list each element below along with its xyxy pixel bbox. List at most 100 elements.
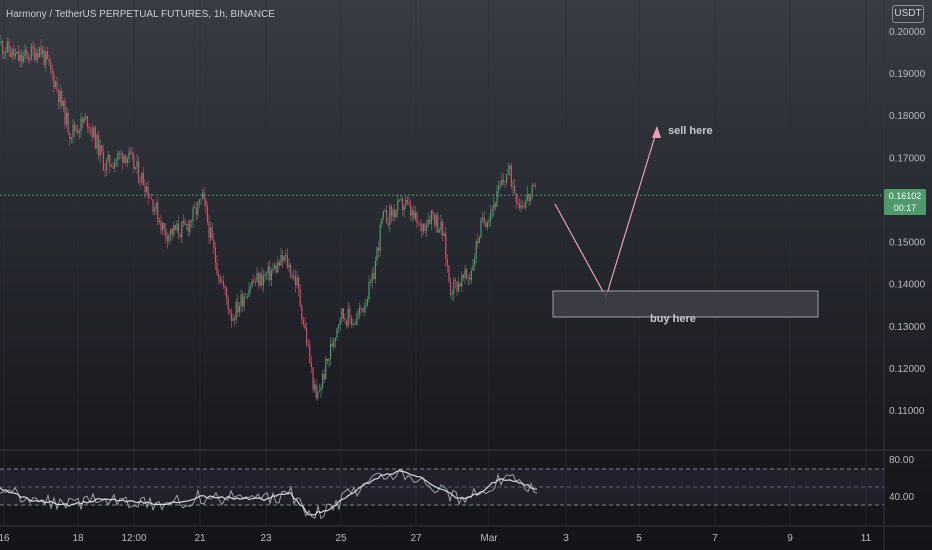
price-axis-label: 0.18000 <box>889 111 926 122</box>
candle-down <box>91 128 93 137</box>
candle-down <box>446 259 448 266</box>
candle-down <box>416 212 418 224</box>
candle-up <box>414 212 416 219</box>
candle-up <box>482 217 484 220</box>
candle-down <box>346 320 348 327</box>
candle-up <box>266 274 268 275</box>
candle-down <box>133 155 135 169</box>
candle-up <box>443 233 445 236</box>
candle-up <box>106 160 108 171</box>
candle-up <box>526 193 528 200</box>
candle-down <box>424 223 426 231</box>
candle-up <box>80 118 82 132</box>
candle-up <box>197 202 199 215</box>
candle-down <box>110 166 112 168</box>
candle-up <box>358 307 360 315</box>
candle-up <box>200 198 202 200</box>
candle-up <box>498 186 500 191</box>
time-axis-label: 7 <box>712 533 718 544</box>
candle-up <box>154 209 156 212</box>
time-axis-label: 18 <box>72 533 84 544</box>
candle-up <box>381 217 383 225</box>
candle-down <box>469 277 471 280</box>
price-axis-label: 0.17000 <box>889 153 926 164</box>
candle-down <box>187 224 189 232</box>
sell-annotation[interactable]: sell here <box>668 125 713 137</box>
candle-up <box>181 222 183 237</box>
time-axis-label: 27 <box>410 533 422 544</box>
candle-down <box>510 165 512 187</box>
candle-down <box>56 82 58 91</box>
candle-down <box>406 199 408 203</box>
candle-down <box>139 181 141 183</box>
candle-up <box>75 129 77 131</box>
candle-down <box>413 210 415 219</box>
candle-down <box>331 343 333 347</box>
candle-up <box>274 265 276 269</box>
candle-down <box>86 116 88 128</box>
candle-up <box>114 162 116 169</box>
candle-down <box>219 277 221 283</box>
candle-up <box>210 227 212 238</box>
time-axis-label: 16 <box>0 533 10 544</box>
currency-button[interactable]: USDT <box>892 5 924 23</box>
candle-down <box>429 219 431 224</box>
price-axis-label: 0.13000 <box>889 322 926 333</box>
candle-down <box>269 266 271 281</box>
candle-up <box>186 224 188 226</box>
candle-down <box>166 237 168 242</box>
candle-down <box>437 215 439 233</box>
candle-up <box>293 275 295 277</box>
candle-down <box>43 50 45 65</box>
candle-up <box>491 209 493 213</box>
candle-up <box>232 318 234 321</box>
candle-down <box>494 203 496 207</box>
candle-up <box>395 209 397 217</box>
price-axis-label: 0.12000 <box>889 364 926 375</box>
candle-up <box>435 215 437 226</box>
candle-down <box>450 281 452 296</box>
candle-down <box>290 264 292 277</box>
candle-down <box>419 223 421 225</box>
candle-up <box>277 262 279 273</box>
candle-down <box>418 223 420 225</box>
candle-up <box>338 324 340 329</box>
candle-down <box>518 203 520 209</box>
candle-down <box>254 281 256 283</box>
candle-down <box>122 153 124 163</box>
candle-down <box>326 358 328 361</box>
symbol-title[interactable]: Harmony / TetherUS PERPETUAL FUTURES, 1h… <box>6 9 275 20</box>
candle-up <box>93 127 95 137</box>
candle-up <box>192 207 194 222</box>
candle-up <box>384 210 386 212</box>
candle-down <box>226 288 228 299</box>
buy-annotation[interactable]: buy here <box>650 313 696 325</box>
candle-down <box>142 173 144 186</box>
candle-up <box>3 52 5 54</box>
candle-down <box>302 320 304 324</box>
candle-up <box>170 228 172 235</box>
candle-down <box>354 323 356 325</box>
candle-down <box>402 199 404 211</box>
candle-down <box>184 221 186 226</box>
candle-up <box>38 46 40 58</box>
candle-down <box>74 124 76 131</box>
candle-down <box>432 210 434 215</box>
candle-down <box>77 129 79 133</box>
candle-up <box>317 391 319 398</box>
price-axis-label: 0.20000 <box>889 27 926 38</box>
candle-up <box>136 161 138 168</box>
candle-up <box>368 282 370 300</box>
candle-up <box>296 277 298 286</box>
candle-down <box>349 308 351 318</box>
candle-down <box>370 282 372 283</box>
candle-down <box>350 317 352 325</box>
candle-up <box>202 192 204 199</box>
candle-down <box>205 199 207 207</box>
candle-down <box>165 228 167 238</box>
candle-down <box>50 61 52 69</box>
candle-down <box>138 161 140 182</box>
candle-down <box>291 276 293 278</box>
